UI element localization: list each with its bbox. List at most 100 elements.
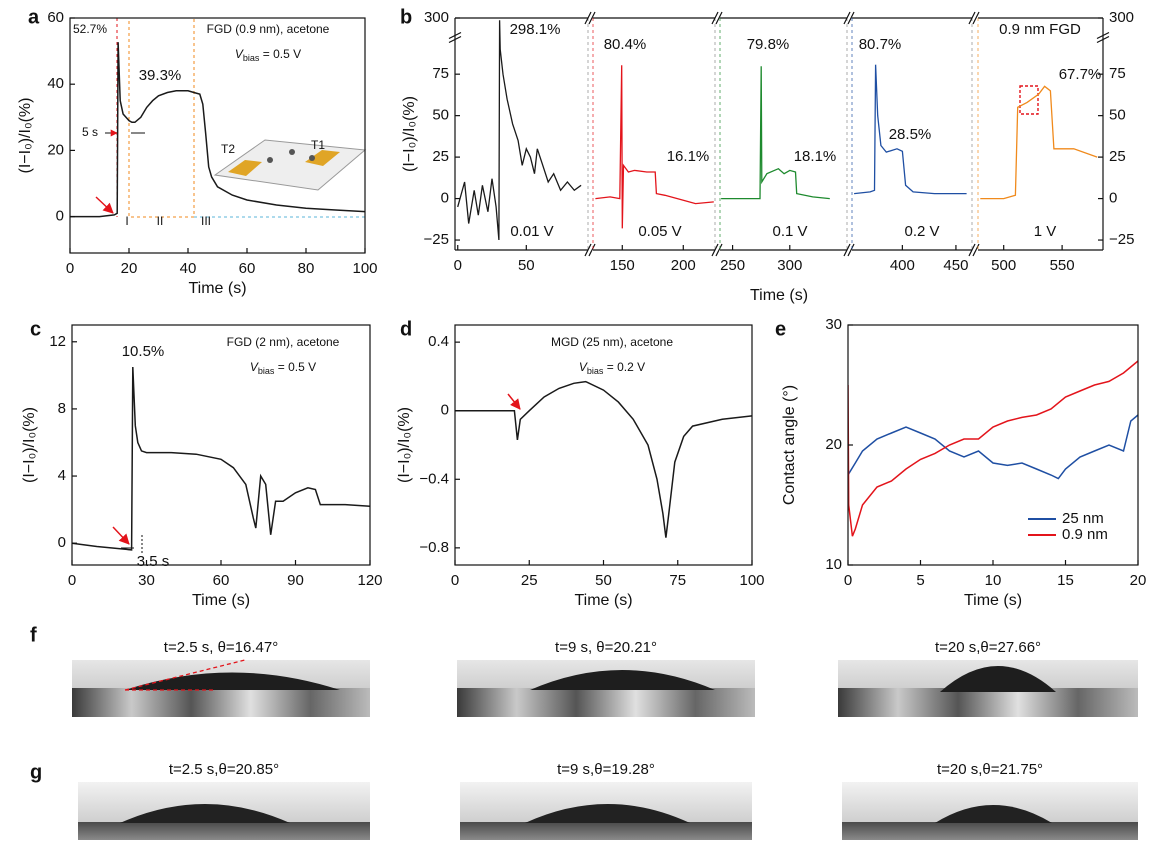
x-tick-label: 500 (991, 257, 1016, 274)
x-tick-label: 100 (352, 260, 377, 277)
series-label: 0.1 V (772, 223, 807, 240)
data-line (70, 42, 365, 218)
panel-a-decor (95, 17, 367, 218)
break-mark (847, 243, 855, 257)
plot-note: MGD (25 nm), acetone (551, 335, 673, 349)
y-tick-label: 0.4 (428, 333, 449, 350)
y-tick-label: 10 (825, 556, 842, 573)
bias-symbol: V (579, 360, 588, 374)
break-mark (588, 243, 596, 257)
y-tick-label: −0.4 (419, 470, 449, 487)
y-tick-label: 300 (424, 9, 449, 26)
droplet (940, 666, 1056, 692)
series-label: 0.01 V (510, 223, 553, 240)
y-tick-label: 50 (432, 107, 449, 124)
plot-frame (69, 17, 366, 254)
x-tick-label: 80 (298, 260, 315, 277)
x-tick-label: 20 (1130, 572, 1147, 589)
x-tick-label: 0 (68, 572, 76, 589)
bias-label: Vbias = 0.5 V (235, 47, 301, 63)
panel-letter: e (775, 318, 786, 340)
annotation: 52.7% (73, 22, 107, 36)
annotation: 80.4% (604, 36, 647, 53)
y-tick-label: 0 (56, 208, 64, 225)
panel-letter: d (400, 318, 412, 340)
x-axis-label: Time (s) (192, 592, 250, 609)
arrow (112, 526, 130, 545)
data-line (848, 360, 1138, 537)
x-axis-label: Time (s) (750, 287, 808, 304)
arrow (507, 393, 521, 410)
x-tick-label: 450 (943, 257, 968, 274)
y-tick-label: 0 (441, 402, 449, 419)
data-line (848, 414, 1138, 480)
bias-subscript: bias (587, 366, 604, 376)
break-mark (584, 11, 592, 25)
bias-text: = 0.2 V (603, 360, 645, 374)
legend-label: 0.9 nm (1062, 526, 1108, 543)
y-tick-label: 0 (441, 190, 449, 207)
break-mark (843, 243, 851, 257)
photo-substrate (842, 822, 1138, 840)
break-mark (448, 31, 462, 40)
x-tick-label: 0 (844, 572, 852, 589)
y-tick-label: 8 (58, 400, 66, 417)
electrode (305, 150, 340, 166)
y-tick-label: −25 (424, 231, 449, 248)
break-mark (711, 243, 719, 257)
x-tick-label: 0 (454, 257, 462, 274)
y-tick-label: 75 (432, 65, 449, 82)
droplet (120, 804, 290, 823)
x-tick-label: 30 (138, 572, 155, 589)
data-line (854, 64, 967, 195)
photo-row-f (72, 659, 1138, 717)
annotation: II (157, 214, 164, 228)
y2-tick-label: −25 (1109, 231, 1134, 248)
annotation: 39.3% (139, 67, 182, 84)
y-axis-label: (I−I₀)/I₀(%) (21, 407, 38, 483)
break-mark (448, 35, 462, 44)
highlight-box (1019, 85, 1039, 115)
bias-symbol: V (235, 47, 244, 61)
y-tick-label: −0.8 (419, 539, 449, 556)
droplet (125, 672, 340, 690)
bias-symbol: V (250, 360, 259, 374)
x-tick-label: 400 (890, 257, 915, 274)
panel-letter: b (400, 6, 412, 28)
y2-tick-label: 75 (1109, 65, 1126, 82)
x-tick-label: 15 (1057, 572, 1074, 589)
photo-substrate (838, 688, 1138, 717)
x-tick-label: 75 (669, 572, 686, 589)
photo-substrate (72, 688, 370, 717)
electrode (228, 160, 262, 176)
break-mark (1096, 35, 1110, 44)
break-mark (972, 11, 980, 25)
x-tick-label: 60 (213, 572, 230, 589)
annotation: 18.1% (794, 148, 837, 165)
plot-frame (71, 324, 371, 566)
annotation: T2 (221, 142, 235, 156)
bias-text: = 0.5 V (259, 47, 301, 61)
molecule (309, 155, 315, 161)
break-mark (968, 243, 976, 257)
y-tick-label: 40 (47, 75, 64, 92)
x-axis-label: Time (s) (188, 280, 246, 297)
x-tick-label: 25 (521, 572, 538, 589)
stage-box (128, 17, 195, 218)
panel-letter: g (30, 761, 42, 783)
photo-substrate (457, 688, 755, 717)
annotation: 3.5 s (137, 553, 170, 570)
break-mark (588, 11, 596, 25)
break-mark (584, 243, 592, 257)
data-line (721, 66, 830, 200)
break-mark (711, 11, 719, 25)
break-mark (1096, 31, 1110, 40)
break-mark (968, 11, 976, 25)
x-tick-label: 550 (1050, 257, 1075, 274)
data-line (457, 20, 582, 241)
break-mark (715, 11, 723, 25)
panel-letter: a (28, 6, 40, 28)
x-tick-label: 100 (739, 572, 764, 589)
x-tick-label: 0 (451, 572, 459, 589)
photo-caption: t=2.5 s,θ=20.85° (169, 761, 279, 778)
